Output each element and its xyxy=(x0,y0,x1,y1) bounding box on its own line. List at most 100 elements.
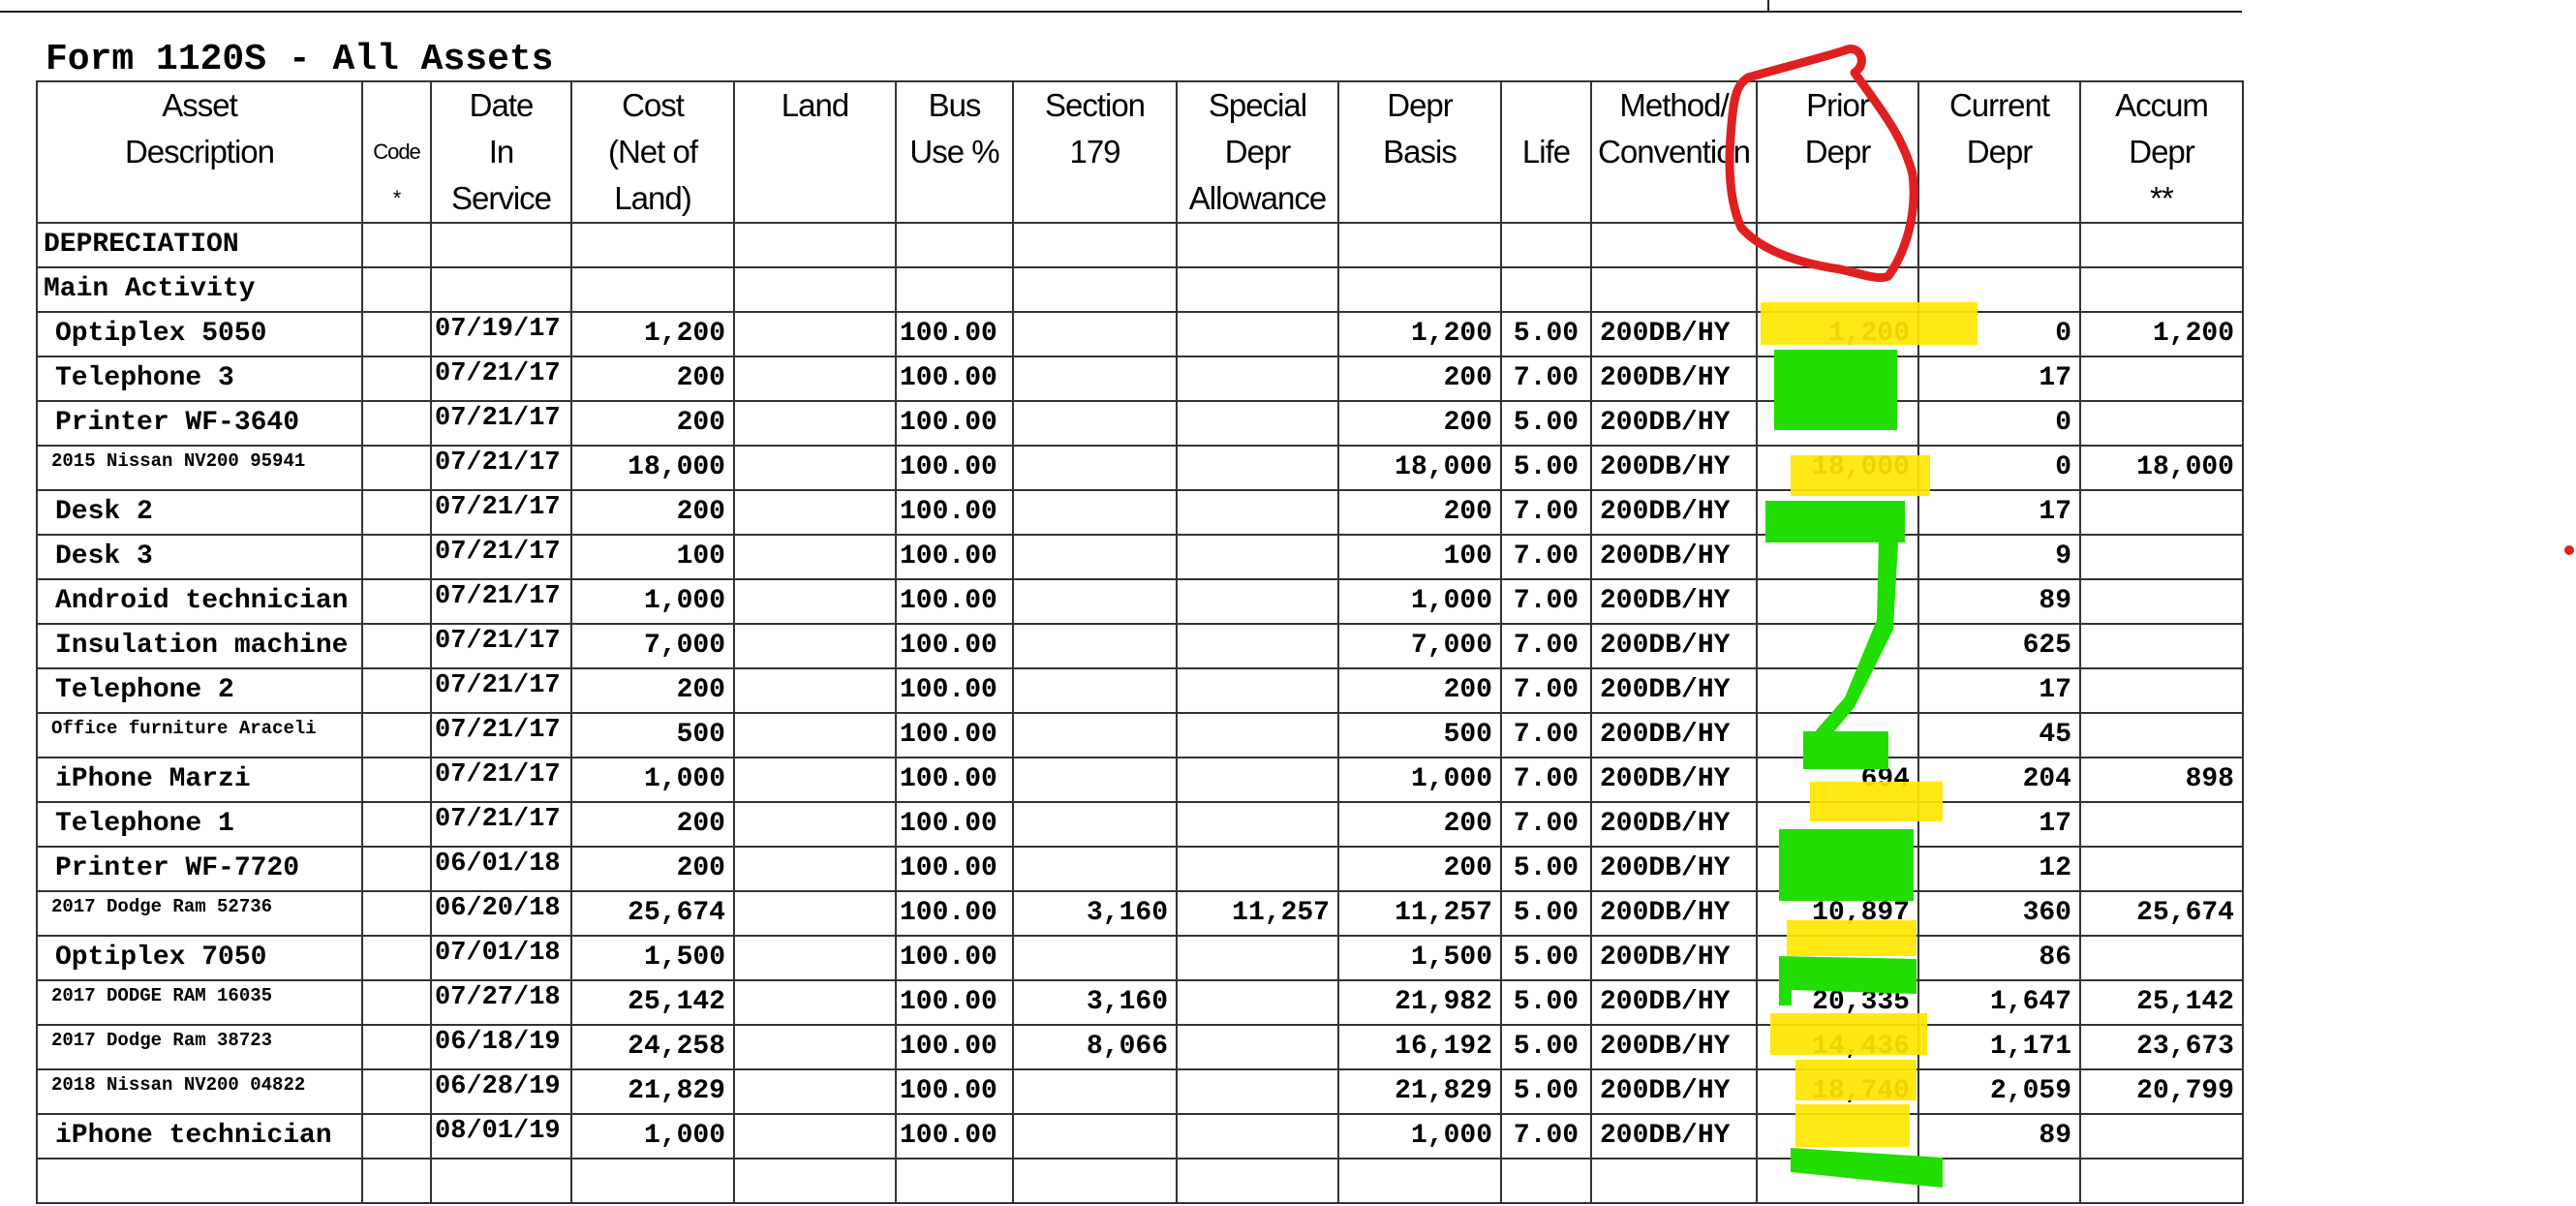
accum-depr xyxy=(2079,534,2244,580)
cost: 200 xyxy=(570,801,735,848)
accum-depr xyxy=(2079,578,2244,625)
prior-depr xyxy=(1756,1113,1919,1160)
life: 7.00 xyxy=(1500,712,1592,758)
current-depr: 17 xyxy=(1917,801,2081,848)
section-179 xyxy=(1012,400,1178,447)
depr-basis: 1,000 xyxy=(1337,578,1502,625)
accum-depr: 18,000 xyxy=(2079,445,2244,491)
life: 5.00 xyxy=(1500,311,1592,357)
column-header-line xyxy=(39,175,360,221)
land xyxy=(733,1024,897,1070)
column-header: Date In Service xyxy=(430,80,572,224)
life: 5.00 xyxy=(1500,935,1592,981)
date-in-service: 07/21/17 xyxy=(430,578,572,625)
empty-cell xyxy=(733,266,897,313)
empty-cell xyxy=(1337,266,1502,313)
column-header-line: (Net of xyxy=(607,134,698,170)
date-in-service: 06/01/18 xyxy=(430,846,572,892)
column-header-line xyxy=(898,175,1011,221)
empty-cell xyxy=(1012,266,1178,313)
accum-depr: 20,799 xyxy=(2079,1068,2244,1115)
column-header-line: Life xyxy=(1521,134,1571,170)
special-depr-allowance xyxy=(1176,356,1339,402)
bus-use-pct: 100.00 xyxy=(895,356,1014,402)
prior-depr: 14,436 xyxy=(1756,1024,1919,1070)
column-header-line xyxy=(1593,175,1755,221)
special-depr-allowance xyxy=(1176,1068,1339,1115)
depr-basis: 16,192 xyxy=(1337,1024,1502,1070)
land xyxy=(733,979,897,1026)
depr-basis: 200 xyxy=(1337,846,1502,892)
depr-basis: 1,500 xyxy=(1337,935,1502,981)
bus-use-pct: 100.00 xyxy=(895,1113,1014,1160)
cost: 7,000 xyxy=(570,623,735,669)
empty-cell xyxy=(733,222,897,268)
asset-description: 2017 Dodge Ram 38723 xyxy=(36,1024,363,1070)
code xyxy=(361,578,432,625)
empty-cell xyxy=(1590,266,1758,313)
prior-depr xyxy=(1756,623,1919,669)
empty-cell xyxy=(430,266,572,313)
empty-cell xyxy=(1917,266,2081,313)
special-depr-allowance xyxy=(1176,400,1339,447)
column-header-line: * xyxy=(392,186,402,210)
date-in-service: 07/27/18 xyxy=(430,979,572,1026)
special-depr-allowance xyxy=(1176,757,1339,803)
empty-cell xyxy=(1012,1158,1178,1204)
column-header-line xyxy=(736,129,894,175)
section-label: Main Activity xyxy=(36,266,363,313)
bus-use-pct: 100.00 xyxy=(895,846,1014,892)
table-row: 2017 DODGE RAM 16035 07/27/18 25,142 100.00… xyxy=(36,979,2244,1026)
land xyxy=(733,712,897,758)
accum-depr xyxy=(2079,623,2244,669)
prior-depr xyxy=(1756,356,1919,402)
section-179 xyxy=(1012,935,1178,981)
column-header-line: Convention xyxy=(1598,134,1751,170)
code xyxy=(361,1024,432,1070)
asset-description: Android technician xyxy=(36,578,363,625)
empty-cell xyxy=(1590,1158,1758,1204)
section-179 xyxy=(1012,667,1178,714)
prior-depr: 1,200 xyxy=(1756,311,1919,357)
special-depr-allowance xyxy=(1176,667,1339,714)
column-header-line: Depr xyxy=(1966,134,2034,170)
land xyxy=(733,578,897,625)
land xyxy=(733,623,897,669)
current-depr: 17 xyxy=(1917,356,2081,402)
date-in-service: 07/21/17 xyxy=(430,623,572,669)
section-row: Main Activity xyxy=(36,266,2244,313)
depr-basis: 100 xyxy=(1337,534,1502,580)
prior-depr xyxy=(1756,846,1919,892)
code xyxy=(361,400,432,447)
table-row: 2015 Nissan NV200 95941 07/21/17 18,000 100… xyxy=(36,445,2244,491)
section-179 xyxy=(1012,1113,1178,1160)
date-in-service: 06/20/18 xyxy=(430,890,572,937)
column-header-line: 179 xyxy=(1069,134,1120,170)
land xyxy=(733,489,897,536)
section-179 xyxy=(1012,445,1178,491)
empty-cell xyxy=(36,1158,363,1204)
bus-use-pct: 100.00 xyxy=(895,757,1014,803)
current-depr: 17 xyxy=(1917,489,2081,536)
section-179: 8,066 xyxy=(1012,1024,1178,1070)
asset-description: Telephone 1 xyxy=(36,801,363,848)
special-depr-allowance xyxy=(1176,935,1339,981)
date-in-service: 07/21/17 xyxy=(430,489,572,536)
special-depr-allowance xyxy=(1176,445,1339,491)
current-depr: 86 xyxy=(1917,935,2081,981)
date-in-service: 08/01/19 xyxy=(430,1113,572,1160)
current-depr: 204 xyxy=(1917,757,2081,803)
column-header-line: In xyxy=(488,134,515,170)
accum-depr: 23,673 xyxy=(2079,1024,2244,1070)
empty-cell xyxy=(2079,222,2244,268)
section-row: DEPRECIATION xyxy=(36,222,2244,268)
column-header-line xyxy=(1503,175,1589,221)
prior-depr: 10,897 xyxy=(1756,890,1919,937)
cost: 200 xyxy=(570,846,735,892)
life: 7.00 xyxy=(1500,1113,1592,1160)
current-depr: 1,171 xyxy=(1917,1024,2081,1070)
special-depr-allowance xyxy=(1176,846,1339,892)
current-depr: 625 xyxy=(1917,623,2081,669)
cost: 1,200 xyxy=(570,311,735,357)
table-row: Telephone 3 07/21/17 200 100.00 200 7.00 200DB… xyxy=(36,356,2244,402)
